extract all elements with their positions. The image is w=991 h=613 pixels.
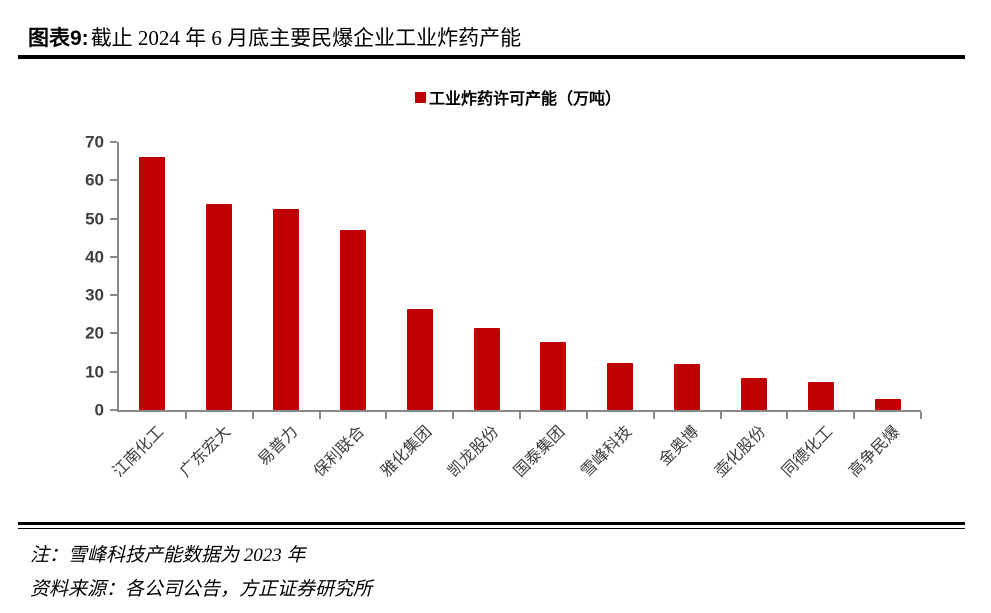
- y-axis-tick-mark: [110, 332, 117, 335]
- x-axis-tick-mark: [251, 412, 254, 419]
- figure-bottom-rule-thick: [18, 522, 965, 525]
- figure-note: 注：雪峰科技产能数据为 2023 年: [30, 545, 306, 566]
- x-axis-label: 雅化集团: [377, 423, 436, 481]
- bar-壶化股份: [740, 378, 767, 410]
- bar-国泰集团: [540, 341, 567, 410]
- x-axis-tick-mark: [719, 412, 722, 419]
- y-axis-tick-label: 0: [94, 400, 104, 420]
- plot-area: [110, 141, 922, 419]
- y-axis-tick-label: 30: [85, 285, 104, 305]
- y-axis-tick-mark: [110, 217, 117, 220]
- x-axis-tick-mark: [786, 412, 789, 419]
- chart-legend: 工业炸药许可产能（万吨）: [117, 85, 919, 109]
- y-axis-tick-label: 50: [85, 209, 104, 229]
- bar-雪峰科技: [607, 363, 634, 410]
- x-axis-tick-mark: [519, 412, 521, 419]
- bar-易普力: [273, 209, 300, 410]
- y-axis-tick-label: 60: [85, 170, 104, 190]
- x-axis-tick-mark: [452, 412, 455, 419]
- x-axis-label: 保利联合: [310, 423, 369, 481]
- x-axis-tick-mark: [385, 412, 388, 419]
- x-axis-label: 江南化工: [110, 423, 168, 481]
- y-axis-tick-label: 10: [85, 362, 104, 382]
- figure-number-label: 图表9:: [28, 27, 89, 50]
- y-axis-tick-mark: [110, 141, 117, 143]
- x-axis-label: 高争民爆: [845, 423, 903, 481]
- y-axis: 0 10 20 30 40 50 60 70: [40, 134, 104, 419]
- bar-金奥博: [674, 364, 701, 410]
- x-axis-label: 凯龙股份: [444, 423, 502, 481]
- y-axis-tick-mark: [110, 294, 117, 297]
- y-axis-tick-label: 70: [85, 132, 104, 152]
- bar-同德化工: [807, 381, 834, 410]
- bar-高争民爆: [874, 399, 901, 410]
- title-divider-rule: [18, 55, 965, 59]
- x-axis-tick-mark: [585, 412, 588, 419]
- x-axis-label: 雪峰科技: [578, 423, 636, 481]
- y-axis-tick-label: 20: [85, 323, 104, 343]
- y-axis-tick-label: 40: [85, 247, 104, 267]
- figure-title: 图表9:截止 2024 年 6 月底主要民爆企业工业炸药产能: [28, 22, 521, 52]
- legend-swatch-icon: [414, 91, 426, 103]
- x-axis-tick-mark: [318, 412, 321, 419]
- figure-source: 资料来源：各公司公告，方正证券研究所: [30, 579, 373, 600]
- x-axis-tick-mark: [184, 412, 187, 419]
- x-axis-label: 金奥博: [656, 423, 703, 470]
- x-axis-label: 壶化股份: [711, 423, 770, 481]
- y-axis-tick-mark: [110, 179, 117, 182]
- x-axis-label: 广东宏大: [177, 423, 235, 481]
- x-axis-tick-mark: [853, 412, 856, 419]
- bar-保利联合: [339, 230, 366, 410]
- legend-label: 工业炸药许可产能（万吨）: [428, 91, 621, 108]
- figure-title-text: 截止 2024 年 6 月底主要民爆企业工业炸药产能: [90, 26, 522, 50]
- figure-bottom-rule-thin: [18, 528, 965, 529]
- x-axis-label: 易普力: [255, 423, 302, 470]
- x-axis-label: 同德化工: [778, 423, 837, 481]
- bar-江南化工: [139, 157, 166, 410]
- y-axis-tick-mark: [110, 255, 117, 258]
- x-axis-tick-mark: [652, 412, 655, 419]
- bar-广东宏大: [206, 204, 233, 410]
- y-axis-tick-mark: [110, 409, 117, 411]
- bar-雅化集团: [406, 308, 433, 410]
- x-axis-tick-mark: [920, 412, 922, 419]
- x-axis-label: 国泰集团: [511, 423, 569, 481]
- x-axis: 江南化工 广东宏大 易普力 保利联合 雅化集团 凯龙股份 国泰集团 雪峰科技 金奥博 壶化股份 同德…: [110, 423, 919, 524]
- y-axis-tick-mark: [110, 370, 117, 373]
- bar-凯龙股份: [473, 328, 500, 410]
